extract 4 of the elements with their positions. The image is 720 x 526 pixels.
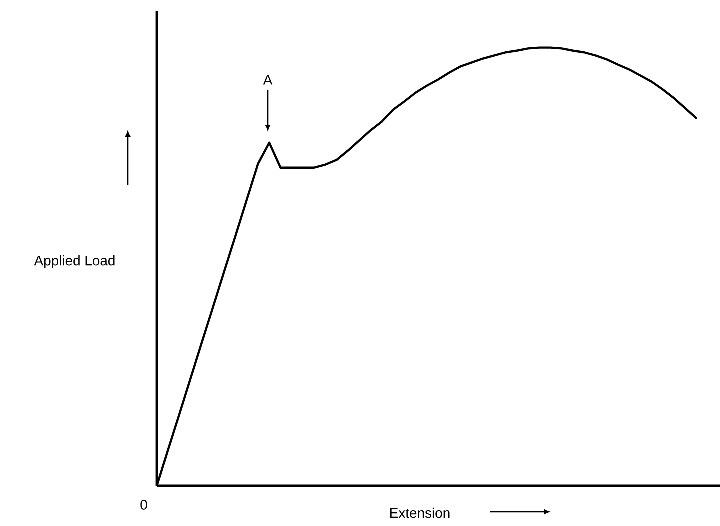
x-axis-title: Extension [390, 508, 450, 518]
annotation: A [263, 75, 273, 85]
text: 0 [140, 500, 148, 510]
y-axis-title: Applied Load [34, 255, 115, 268]
